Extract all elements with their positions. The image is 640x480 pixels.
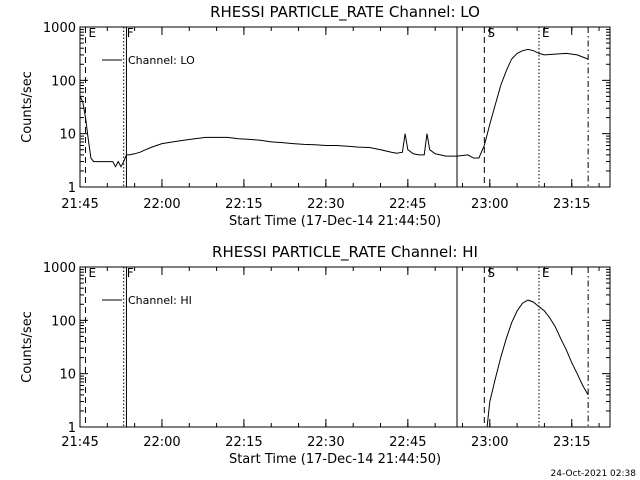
time-marker-label: E — [88, 266, 96, 280]
y-tick-label: 10 — [59, 128, 76, 143]
y-tick-label: 1000 — [43, 261, 76, 276]
series-line-0 — [79, 48, 589, 168]
x-tick-label: 22:45 — [389, 197, 426, 212]
x-tick-label: 23:00 — [471, 197, 508, 212]
y-tick-label: 100 — [51, 314, 76, 329]
chart-title: RHESSI PARTICLE_RATE Channel: LO — [210, 3, 480, 22]
x-tick-label: 22:45 — [389, 435, 426, 450]
x-axis-label: Start Time (17-Dec-14 21:44:50) — [229, 452, 441, 467]
y-axis-label: Counts/sec — [20, 71, 35, 143]
x-tick-label: 22:15 — [225, 435, 262, 450]
time-marker-label: F — [127, 26, 134, 40]
time-marker-label: F — [127, 266, 134, 280]
x-tick-label: 21:45 — [61, 435, 98, 450]
legend-label: Channel: LO — [128, 54, 195, 67]
chart-title: RHESSI PARTICLE_RATE Channel: HI — [212, 243, 478, 262]
x-tick-label: 23:15 — [553, 197, 590, 212]
plot-frame — [79, 266, 611, 428]
series-line-0 — [486, 299, 589, 428]
x-tick-label: 22:00 — [143, 435, 180, 450]
x-tick-label: 22:30 — [307, 197, 344, 212]
y-tick-label: 1 — [68, 421, 76, 436]
x-tick-label: 23:15 — [553, 435, 590, 450]
x-tick-label: 23:00 — [471, 435, 508, 450]
time-marker-label: E — [542, 26, 550, 40]
x-tick-label: 21:45 — [61, 197, 98, 212]
legend-label: Channel: HI — [128, 294, 192, 307]
plot-frame — [79, 26, 611, 188]
y-tick-label: 1000 — [43, 21, 76, 36]
x-tick-label: 22:00 — [143, 197, 180, 212]
y-tick-label: 10 — [59, 368, 76, 383]
footer-timestamp: 24-Oct-2021 02:38 — [551, 469, 637, 479]
chart-panel-1: RHESSI PARTICLE_RATE Channel: HI 1 10 100 10… — [20, 243, 611, 467]
time-marker-label: S — [487, 266, 495, 280]
y-tick-label: 100 — [51, 74, 76, 89]
y-axis-label: Counts/sec — [20, 311, 35, 383]
x-tick-label: 22:30 — [307, 435, 344, 450]
time-marker-label: E — [88, 26, 96, 40]
y-tick-label: 1 — [68, 181, 76, 196]
time-marker-label: S — [487, 26, 495, 40]
time-marker-label: E — [542, 266, 550, 280]
chart-panel-0: RHESSI PARTICLE_RATE Channel: LO 1 10 100 10… — [20, 3, 611, 229]
x-tick-label: 22:15 — [225, 197, 262, 212]
x-axis-label: Start Time (17-Dec-14 21:44:50) — [229, 214, 441, 229]
